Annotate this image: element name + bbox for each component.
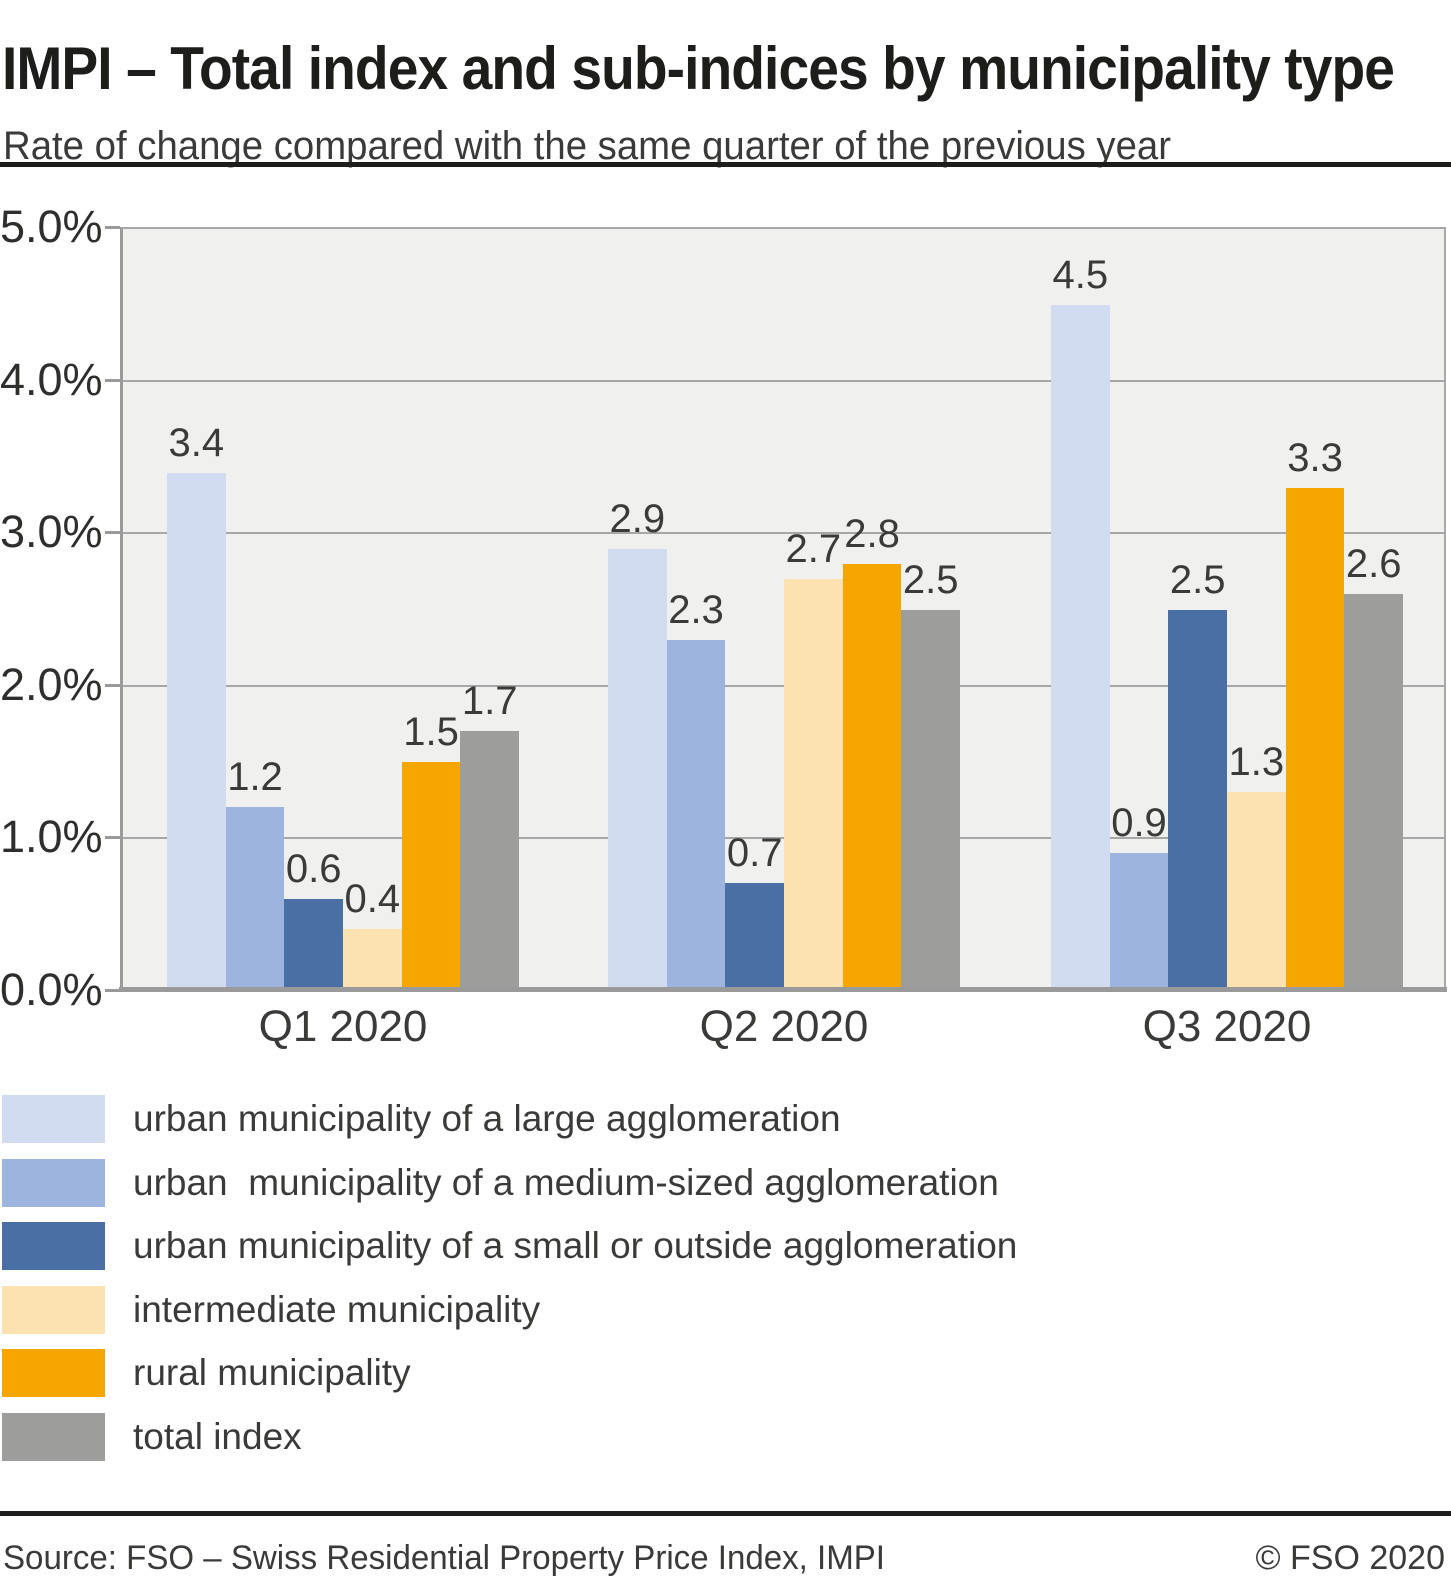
bar-value-label: 0.9 [1111, 801, 1167, 846]
bar-value-label: 0.7 [726, 831, 783, 876]
gridline [123, 532, 1444, 535]
y-axis-tick [105, 836, 120, 840]
bar-value-label: 2.7 [785, 527, 842, 572]
x-axis-baseline [119, 987, 1447, 992]
bar-value-label: 0.4 [344, 877, 401, 922]
bar: 1.2 [225, 755, 285, 990]
bar-value-label: 1.2 [227, 755, 283, 800]
bar-value-label: 2.6 [1345, 542, 1402, 587]
bar-value-label: 2.3 [668, 587, 724, 632]
legend-item-label: rural municipality [133, 1352, 411, 1393]
y-axis-tick [105, 226, 120, 229]
y-axis-label: 1.0% [0, 811, 103, 863]
y-axis-tick [105, 531, 120, 535]
bar: 1.5 [401, 710, 461, 990]
bar: 0.6 [284, 847, 344, 990]
gridline [123, 380, 1444, 383]
source-note: Source: FSO – Swiss Residential Property… [3, 1539, 885, 1577]
bar: 2.8 [842, 512, 902, 990]
bar-value-label: 2.8 [844, 511, 900, 556]
bar: 1.7 [460, 679, 520, 990]
y-axis-label: 3.0% [0, 506, 103, 558]
legend-item-label: urban municipality of a medium-sized agg… [133, 1162, 999, 1203]
x-axis-label: Q3 2020 [1142, 1002, 1312, 1051]
legend-color-chip [2, 1286, 105, 1334]
bar: 0.9 [1109, 801, 1169, 990]
bar: 4.5 [1051, 253, 1110, 990]
bar: 2.9 [608, 497, 667, 990]
bar-value-label: 3.3 [1287, 435, 1343, 480]
legend-item-label: urban municipality of a large agglomerat… [133, 1098, 841, 1139]
y-axis-label: 5.0% [0, 201, 103, 252]
bar: 2.6 [1344, 542, 1404, 990]
footer-divider [0, 1511, 1451, 1516]
bar-value-label: 4.5 [1052, 253, 1109, 298]
legend-color-chip [2, 1413, 105, 1461]
y-axis-tick [105, 378, 120, 382]
legend-item-label: intermediate municipality [133, 1289, 541, 1330]
y-axis-label: 0.0% [0, 964, 103, 1015]
bar: 2.5 [901, 558, 961, 990]
bar: 0.4 [343, 877, 402, 990]
page-subtitle: Rate of change compared with the same qu… [3, 124, 1171, 168]
y-axis-tick [105, 683, 120, 687]
bar-value-label: 2.5 [1169, 557, 1226, 602]
bar-group-q1-2020: 3.4 1.2 0.6 0.4 1.5 1.7 [167, 229, 520, 990]
bar-group-q2-2020: 2.9 2.3 0.7 2.7 2.8 2.5 [608, 229, 961, 990]
legend-color-chip [2, 1095, 105, 1143]
bar-value-label: 1.7 [461, 679, 518, 724]
bar-value-label: 1.5 [403, 709, 459, 754]
bar: 3.3 [1285, 436, 1345, 990]
x-axis-label: Q2 2020 [699, 1002, 869, 1051]
header-divider [0, 162, 1451, 167]
page-title: IMPI – Total index and sub-indices by mu… [2, 35, 1395, 103]
bar-value-label: 2.5 [902, 557, 959, 602]
bar-value-label: 1.3 [1228, 740, 1285, 785]
y-axis-tick [105, 989, 120, 992]
bar-value-label: 0.6 [285, 846, 342, 891]
y-axis-label: 2.0% [0, 658, 103, 710]
legend-color-chip [2, 1349, 105, 1397]
bar-value-label: 2.9 [609, 496, 666, 541]
bar: 2.3 [666, 588, 726, 990]
gridline [123, 836, 1444, 839]
footer: Source: FSO – Swiss Residential Property… [3, 1537, 1445, 1579]
y-axis-label: 4.0% [0, 353, 103, 405]
legend-color-chip [2, 1222, 105, 1270]
legend-item-label: urban municipality of a small or outside… [133, 1225, 1018, 1266]
legend-item-label: total index [133, 1416, 302, 1457]
legend-color-chip [2, 1159, 105, 1207]
plot-area: 3.4 1.2 0.6 0.4 1.5 1.7 2.9 2.3 0.7 2.7 2.8 2.5 4.5 0… [119, 227, 1447, 992]
bar-group-q3-2020: 4.5 0.9 2.5 1.3 3.3 2.6 [1051, 229, 1404, 990]
gridline [123, 684, 1444, 687]
bar: 3.4 [167, 421, 226, 990]
bar: 0.7 [725, 831, 785, 990]
copyright-note: © FSO 2020 [1255, 1539, 1445, 1577]
bar-value-label: 3.4 [168, 420, 225, 465]
bar: 2.5 [1168, 558, 1228, 990]
bar: 1.3 [1227, 740, 1286, 990]
bar: 2.7 [784, 527, 843, 990]
x-axis-label: Q1 2020 [258, 1002, 428, 1051]
